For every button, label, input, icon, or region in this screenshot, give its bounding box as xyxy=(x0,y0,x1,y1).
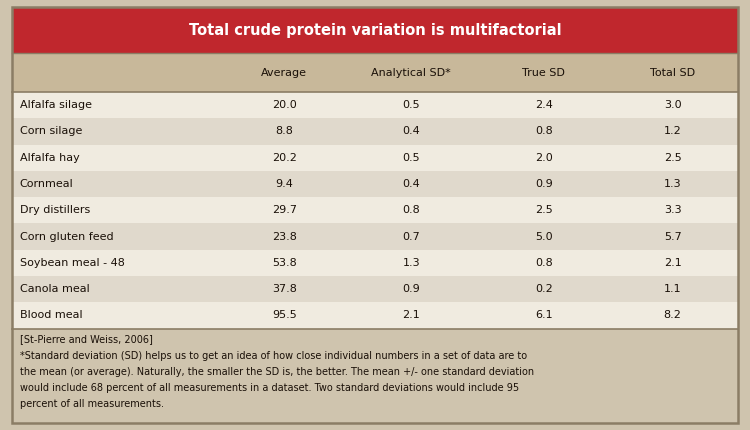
Text: 0.4: 0.4 xyxy=(403,179,420,189)
Text: Alfalfa hay: Alfalfa hay xyxy=(20,153,80,163)
Text: Blood meal: Blood meal xyxy=(20,310,82,320)
Text: 1.2: 1.2 xyxy=(664,126,682,136)
Text: 9.4: 9.4 xyxy=(275,179,293,189)
Text: Corn silage: Corn silage xyxy=(20,126,82,136)
Text: 1.3: 1.3 xyxy=(403,258,420,268)
Text: 0.9: 0.9 xyxy=(403,284,420,294)
Text: 0.8: 0.8 xyxy=(535,126,553,136)
Text: 20.2: 20.2 xyxy=(272,153,297,163)
Text: 8.2: 8.2 xyxy=(664,310,682,320)
Text: Average: Average xyxy=(261,68,308,78)
Text: Alfalfa silage: Alfalfa silage xyxy=(20,100,92,110)
Text: Total crude protein variation is multifactorial: Total crude protein variation is multifa… xyxy=(189,23,561,37)
Text: 20.0: 20.0 xyxy=(272,100,296,110)
Text: 2.4: 2.4 xyxy=(535,100,553,110)
Text: 0.8: 0.8 xyxy=(535,258,553,268)
Text: 2.1: 2.1 xyxy=(403,310,420,320)
Text: 6.1: 6.1 xyxy=(535,310,553,320)
Bar xyxy=(12,7,738,53)
Bar xyxy=(12,53,738,92)
Text: 3.3: 3.3 xyxy=(664,205,682,215)
Text: 0.4: 0.4 xyxy=(403,126,420,136)
Text: 1.3: 1.3 xyxy=(664,179,682,189)
Text: Dry distillers: Dry distillers xyxy=(20,205,90,215)
Text: 5.7: 5.7 xyxy=(664,231,682,242)
Bar xyxy=(12,329,738,423)
Text: Total SD: Total SD xyxy=(650,68,695,78)
Bar xyxy=(12,144,738,171)
Text: 2.5: 2.5 xyxy=(535,205,553,215)
Text: the mean (or average). Naturally, the smaller the SD is, the better. The mean +/: the mean (or average). Naturally, the sm… xyxy=(20,367,534,377)
Text: 53.8: 53.8 xyxy=(272,258,296,268)
Text: Corn gluten feed: Corn gluten feed xyxy=(20,231,113,242)
Text: Canola meal: Canola meal xyxy=(20,284,89,294)
Text: [St-Pierre and Weiss, 2006]: [St-Pierre and Weiss, 2006] xyxy=(20,334,152,344)
Text: 0.7: 0.7 xyxy=(403,231,420,242)
Text: *Standard deviation (SD) helps us to get an idea of how close individual numbers: *Standard deviation (SD) helps us to get… xyxy=(20,350,526,360)
Text: Analytical SD*: Analytical SD* xyxy=(371,68,452,78)
Text: 3.0: 3.0 xyxy=(664,100,682,110)
Text: percent of all measurements.: percent of all measurements. xyxy=(20,399,164,409)
Text: 0.5: 0.5 xyxy=(403,100,420,110)
Bar xyxy=(12,118,738,144)
Text: 2.1: 2.1 xyxy=(664,258,682,268)
Text: 95.5: 95.5 xyxy=(272,310,296,320)
Text: True SD: True SD xyxy=(522,68,566,78)
Text: Soybean meal - 48: Soybean meal - 48 xyxy=(20,258,125,268)
Text: 0.8: 0.8 xyxy=(403,205,420,215)
Text: 23.8: 23.8 xyxy=(272,231,297,242)
Text: Cornmeal: Cornmeal xyxy=(20,179,74,189)
Text: 5.0: 5.0 xyxy=(535,231,553,242)
Text: 1.1: 1.1 xyxy=(664,284,682,294)
Text: 0.2: 0.2 xyxy=(535,284,553,294)
Text: 0.5: 0.5 xyxy=(403,153,420,163)
Text: 37.8: 37.8 xyxy=(272,284,297,294)
Text: 0.9: 0.9 xyxy=(535,179,553,189)
Bar xyxy=(12,250,738,276)
Text: 2.0: 2.0 xyxy=(535,153,553,163)
Bar xyxy=(12,197,738,224)
Text: would include 68 percent of all measurements in a dataset. Two standard deviatio: would include 68 percent of all measurem… xyxy=(20,383,519,393)
Text: 2.5: 2.5 xyxy=(664,153,682,163)
Text: 8.8: 8.8 xyxy=(275,126,293,136)
Bar xyxy=(12,171,738,197)
Text: 29.7: 29.7 xyxy=(272,205,297,215)
Bar xyxy=(12,92,738,118)
Bar xyxy=(12,302,738,329)
Bar xyxy=(12,276,738,302)
Bar xyxy=(12,224,738,250)
